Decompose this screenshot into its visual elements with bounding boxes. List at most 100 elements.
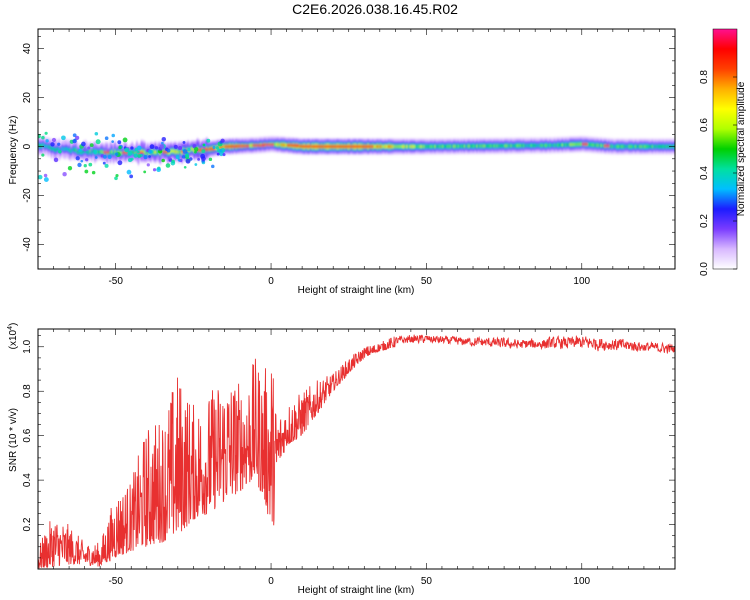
spectrogram-cell: [67, 149, 70, 151]
spectrogram-cell: [393, 145, 396, 148]
spectrogram-cell: [435, 145, 438, 148]
spectrogram-point: [124, 147, 130, 153]
spectrogram-cell: [448, 145, 451, 148]
spectrogram-point: [154, 146, 159, 150]
x-tick-label: 50: [421, 576, 433, 587]
spectrogram-point: [183, 165, 187, 169]
spectrogram-cell: [574, 143, 577, 146]
spectrogram-cell: [173, 150, 176, 152]
spectrogram-cell: [162, 150, 165, 152]
spectrogram-cell: [629, 145, 633, 148]
spectrogram-cell: [633, 145, 636, 148]
spectrogram-point: [165, 163, 171, 168]
spectrogram-cell: [502, 145, 505, 147]
spectrogram-point: [178, 146, 183, 151]
spectrogram-cell: [409, 145, 412, 148]
spectrogram-point: [122, 137, 128, 143]
spectrogram-point: [38, 134, 41, 139]
snr-y-label: SNR (10 * v/v): [8, 408, 19, 472]
spectrogram-point: [41, 135, 45, 140]
spectrogram-cell: [118, 151, 121, 154]
spectrogram-cell: [466, 145, 469, 147]
spectrogram-cell: [645, 145, 648, 148]
spectrogram-cell: [538, 144, 541, 147]
x-tick-label: 0: [268, 576, 274, 587]
x-tick-label: 100: [573, 276, 590, 287]
spectrogram-point: [215, 146, 220, 150]
spectrogram-point: [84, 169, 89, 174]
colorbar-gradient: [712, 28, 738, 270]
spectrogram-cell: [190, 148, 193, 150]
spectrogram-cell: [48, 146, 52, 148]
spectrogram-cell: [170, 150, 173, 152]
spectrogram-cell: [390, 145, 393, 148]
spectrogram-cell: [625, 145, 628, 148]
spectrogram-cell: [38, 144, 41, 147]
y-tick-label: 0.8: [22, 384, 33, 398]
spectrogram-point: [38, 174, 43, 180]
spectrogram-cell: [494, 145, 497, 147]
spectrogram-cell: [642, 145, 645, 148]
spectrogram-cell: [496, 145, 499, 147]
spectrogram-point: [78, 148, 82, 153]
spectrogram-peak: [286, 144, 300, 147]
spectrogram-cell: [511, 144, 515, 147]
spectrogram-cell: [465, 145, 468, 147]
spectrogram-point: [115, 173, 119, 178]
spectrogram-point: [104, 136, 109, 141]
spectrogram-point: [117, 140, 122, 145]
spectrogram-cell: [485, 145, 488, 147]
spectrogram-cell: [597, 144, 600, 147]
spectrogram-point: [156, 167, 161, 173]
spectrogram-cell: [389, 145, 392, 148]
spectrogram-cell: [132, 151, 135, 154]
spectrogram-point: [222, 153, 226, 157]
spectrogram-cell: [176, 150, 179, 153]
spectrogram-cell: [140, 150, 143, 152]
y-tick-label: 0.2: [22, 517, 33, 531]
spectrogram-point: [173, 144, 178, 149]
spectrogram-cell: [285, 144, 288, 146]
spectrogram-point: [43, 177, 49, 183]
spectrogram-cell: [280, 144, 283, 146]
spectrogram-cell: [661, 145, 664, 148]
spectrogram-cell: [421, 145, 424, 148]
spectrogram-cell: [530, 144, 533, 147]
spectrogram-point: [93, 149, 98, 154]
spectrogram-cell: [544, 144, 547, 147]
spectrogram-point: [166, 148, 171, 153]
spectrogram-point: [114, 152, 119, 156]
spectrogram-cell: [403, 145, 406, 148]
spectrogram-cell: [476, 145, 479, 147]
spectrogram-cell: [89, 150, 92, 152]
spectrogram-cell: [395, 145, 398, 148]
spectrogram-cell: [572, 143, 575, 146]
spectrogram-point: [111, 133, 116, 138]
spectrogram-point: [194, 163, 198, 166]
snr-multiplier: (x104): [7, 323, 19, 350]
spectrogram-cell: [100, 150, 103, 153]
spectrogram-cell: [249, 144, 252, 147]
spectrogram-point: [220, 138, 225, 143]
spectrogram-cell: [250, 144, 254, 147]
spectrogram-cell: [44, 145, 47, 148]
spectrogram-cell: [615, 145, 619, 148]
spectrogram-point: [57, 142, 61, 146]
spectrogram-cell: [524, 144, 527, 147]
spectrogram-cell: [221, 146, 224, 148]
spectrogram-point: [177, 158, 181, 162]
spectrogram-point: [201, 149, 206, 153]
spectrogram-cell: [662, 145, 665, 148]
spectrogram-cell: [101, 151, 104, 153]
spectrogram-cell: [278, 143, 281, 146]
spectrogram-point: [208, 157, 213, 162]
spectrogram-point: [72, 133, 77, 138]
spectrogram-cell: [536, 144, 539, 147]
spectrogram-cell: [591, 144, 594, 146]
spectrogram-cell: [643, 145, 647, 148]
spectrogram-point: [127, 158, 133, 163]
spectrogram-cell: [427, 145, 431, 148]
spectrogram-cell: [400, 145, 403, 148]
spectrogram-cell: [79, 151, 83, 153]
spectrogram-peak: [361, 145, 374, 148]
